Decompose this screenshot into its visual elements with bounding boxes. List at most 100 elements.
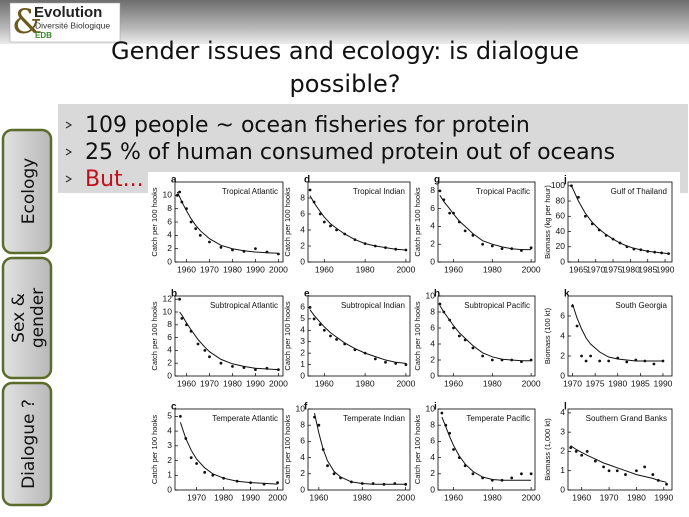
data-point <box>208 240 211 244</box>
data-point <box>373 244 377 248</box>
data-point <box>343 342 347 346</box>
y-tick-label: 10 <box>426 290 436 300</box>
x-tick-label: 1980 <box>223 264 242 274</box>
y-tick-label: 0 <box>167 256 172 266</box>
x-tick-label: 1990 <box>241 492 260 502</box>
x-tick-label: 1990 <box>654 492 673 502</box>
data-point <box>481 476 485 480</box>
y-tick-label: 2 <box>300 240 305 250</box>
data-point <box>607 469 611 473</box>
x-tick-label: 1970 <box>563 378 582 388</box>
panel-letter: b <box>171 289 177 300</box>
panel-letter: g <box>434 175 440 186</box>
data-point <box>219 361 223 365</box>
tab-label: Dialogue ? <box>19 399 39 489</box>
x-tick-label: 1980 <box>608 378 627 388</box>
data-point <box>529 358 533 362</box>
plot-frame <box>567 408 673 491</box>
data-point <box>384 246 387 250</box>
data-point <box>616 356 620 360</box>
data-point <box>184 437 188 440</box>
tab[interactable] <box>1 128 53 255</box>
data-point <box>639 248 643 252</box>
y-tick-label: 2 <box>167 357 172 367</box>
data-point <box>569 446 573 449</box>
data-point <box>570 184 573 188</box>
x-tick-label: 1980 <box>621 264 640 274</box>
y-tick-label: 2 <box>430 238 435 248</box>
data-point <box>326 464 329 468</box>
data-point <box>490 358 494 362</box>
y-tick-label: 10 <box>296 403 306 413</box>
data-point <box>500 247 504 251</box>
data-point <box>404 482 408 486</box>
fit-line <box>176 191 279 254</box>
y-tick-label: 0 <box>300 256 305 266</box>
data-point <box>463 338 467 342</box>
y-tick-label: 8 <box>300 419 305 429</box>
y-tick-label: 3 <box>560 426 565 436</box>
x-tick-label: 1990 <box>246 378 265 388</box>
x-tick-label: 1990 <box>653 378 672 388</box>
y-axis-label: Catch per 100 hooks <box>413 415 422 484</box>
data-point <box>444 423 448 427</box>
x-tick-label: 2000 <box>396 492 415 502</box>
logo-subtitle: Diversité Biologique <box>35 20 110 30</box>
fit-line <box>570 445 667 483</box>
data-point <box>471 346 475 350</box>
tab[interactable] <box>1 256 53 380</box>
data-point <box>442 310 446 314</box>
y-tick-label: 0 <box>167 484 172 494</box>
data-point <box>321 448 325 451</box>
y-tick-label: 6 <box>430 436 435 446</box>
x-tick-label: 2000 <box>522 378 541 388</box>
data-point <box>178 190 181 194</box>
tab-label: Sex & <box>9 293 29 343</box>
data-point <box>510 476 514 480</box>
y-axis-label: Biomass (1,000 kt) <box>543 418 552 481</box>
y-tick-label: 2 <box>300 468 305 478</box>
data-point <box>335 338 338 341</box>
y-tick-label: 60 <box>556 211 566 221</box>
panel-letter: h <box>434 289 440 300</box>
y-tick-label: 8 <box>300 192 305 202</box>
panel-title: Southern Grand Banks <box>586 414 667 423</box>
side-tabs: Ecology Sex & gender Dialogue ? <box>1 128 53 507</box>
data-point <box>665 482 668 486</box>
tab[interactable] <box>1 381 53 507</box>
data-point <box>360 482 364 485</box>
data-point <box>363 351 367 355</box>
data-point <box>194 227 198 231</box>
logo-abbr: EDB <box>35 31 52 40</box>
data-point <box>589 354 593 358</box>
data-point <box>471 233 475 237</box>
data-point <box>452 211 455 215</box>
data-point <box>276 481 279 485</box>
data-point <box>394 362 398 365</box>
panel-title: Subtropical Atlantic <box>210 301 278 310</box>
data-point <box>198 233 202 237</box>
data-point <box>580 453 584 457</box>
panel-title: Temperate Indian <box>343 414 405 423</box>
data-point <box>404 248 408 252</box>
y-tick-label: 8 <box>167 203 172 213</box>
data-point <box>618 241 622 245</box>
y-tick-label: 4 <box>167 345 172 355</box>
x-tick-label: 1960 <box>309 492 328 502</box>
data-point <box>457 456 461 459</box>
y-tick-label: 6 <box>430 203 435 213</box>
data-point <box>265 250 269 254</box>
data-point <box>510 358 514 362</box>
y-tick-label: 1 <box>300 359 305 369</box>
y-tick-label: 10 <box>163 190 173 200</box>
data-point <box>363 242 367 246</box>
data-point <box>178 297 181 301</box>
data-point <box>580 354 583 358</box>
y-axis-label: Catch per 100 hooks <box>150 301 159 370</box>
x-tick-label: 1975 <box>586 378 605 388</box>
panel-letter: d <box>304 175 310 186</box>
data-point <box>593 459 597 463</box>
data-point <box>481 242 485 246</box>
panel-title: Subtropical Indian <box>341 301 405 310</box>
plot-frame <box>437 408 536 491</box>
